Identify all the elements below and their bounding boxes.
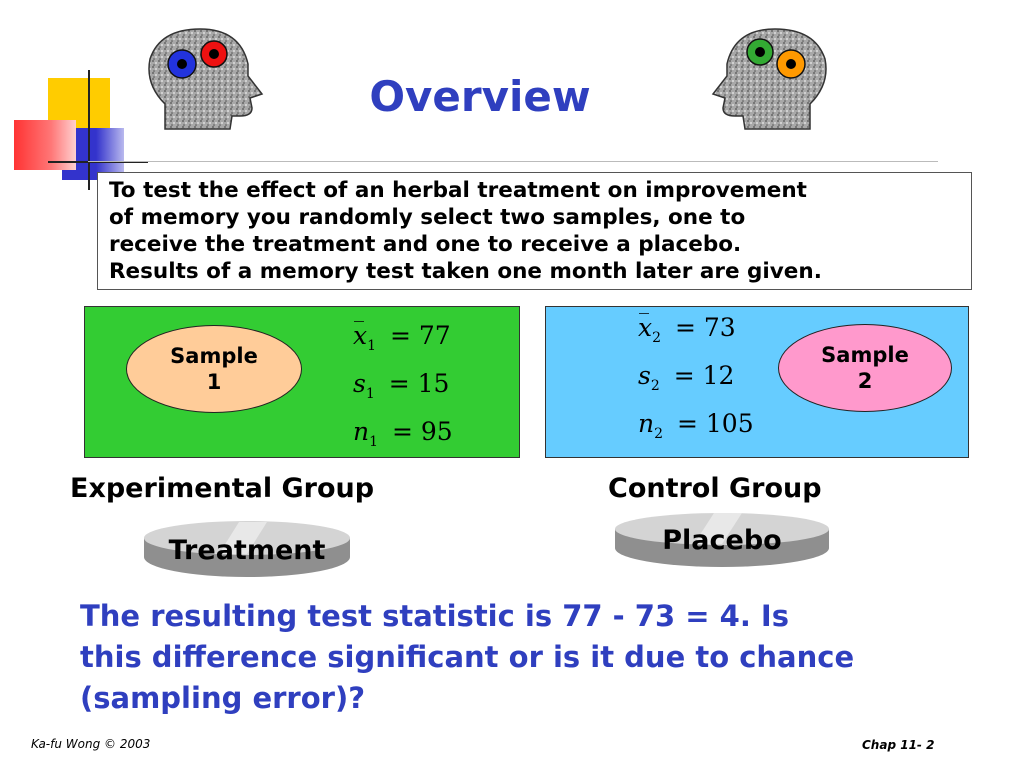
treatment-pill: Treatment [143, 520, 351, 578]
sample2-mean: ‾ x2 = 73 [638, 309, 736, 346]
intro-line: receive the treatment and one to receive… [109, 232, 742, 257]
intro-line: of memory you randomly select two sample… [109, 205, 746, 230]
sample2-number: 2 [857, 369, 873, 393]
corner-decoration [0, 0, 160, 190]
sample2-oval: Sample 2 [778, 324, 952, 412]
conclusion-line: The resulting test statistic is 77 - 73 … [80, 599, 789, 633]
head-with-gears-icon [711, 28, 827, 130]
footer-page-number: Chap 11- 2 [862, 738, 935, 752]
sample1-number: 1 [206, 370, 222, 394]
title-divider [88, 161, 938, 162]
conclusion-line: this difference significant or is it due… [80, 640, 855, 674]
page-title: Overview [369, 72, 591, 121]
experimental-group-label: Experimental Group [70, 473, 375, 504]
conclusion-text: The resulting test statistic is 77 - 73 … [80, 596, 980, 719]
vertical-line [88, 70, 90, 190]
placebo-label: Placebo [662, 525, 782, 556]
intro-box: To test the effect of an herbal treatmen… [97, 172, 972, 290]
conclusion-line: (sampling error)? [80, 681, 366, 715]
control-group-label: Control Group [608, 473, 822, 504]
sample1-mean: ‾ x1 = 77 [353, 317, 451, 354]
sample2-label: Sample [821, 343, 909, 367]
intro-line: Results of a memory test taken one month… [109, 259, 822, 284]
footer-author: Ka-fu Wong © 2003 [31, 737, 151, 751]
sample1-panel: Sample 1 ‾ x1 = 77 s1 = 15 n1 = 95 [84, 306, 520, 458]
head-with-gears-icon [148, 28, 264, 130]
treatment-label: Treatment [168, 535, 326, 566]
sample1-label: Sample [170, 344, 258, 368]
intro-line: To test the effect of an herbal treatmen… [109, 178, 807, 203]
sample1-oval: Sample 1 [126, 325, 302, 413]
sample2-sd: s2 = 12 [638, 361, 735, 394]
sample1-n: n1 = 95 [353, 417, 453, 450]
sample2-panel: ‾ x2 = 73 s2 = 12 n2 = 105 Sample 2 [545, 306, 969, 458]
sample2-n: n2 = 105 [638, 409, 754, 442]
sample1-sd: s1 = 15 [353, 369, 450, 402]
horizontal-line [48, 161, 148, 163]
placebo-pill: Placebo [614, 512, 830, 568]
